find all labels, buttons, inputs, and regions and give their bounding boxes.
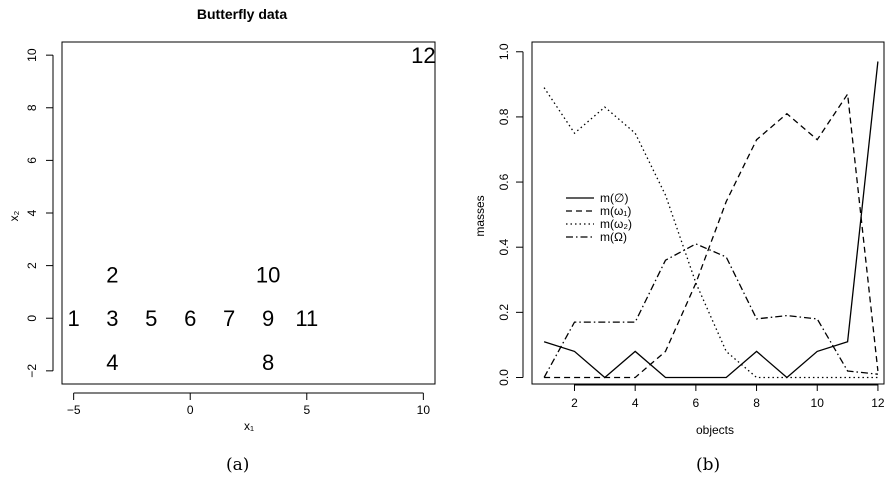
series-line	[543, 243, 878, 378]
series-lines	[543, 61, 879, 379]
x-tick-label: 10	[811, 396, 825, 410]
data-point-label: 8	[262, 350, 274, 375]
y-tick-label: 10	[25, 48, 39, 62]
y-tick-label: 0	[25, 315, 39, 322]
plot-area	[61, 41, 436, 385]
x-tick-label: 4	[632, 396, 639, 410]
series-line	[544, 92, 879, 379]
data-point-label: 10	[256, 262, 280, 287]
legend-label: m(ω₁)	[600, 204, 631, 218]
caption-b: (b)	[696, 455, 721, 475]
legend-label: m(Ω)	[600, 230, 627, 244]
x-axis-label: x₁	[244, 419, 254, 433]
x-tick-label: 6	[693, 396, 700, 410]
y-tick-label: 4	[25, 209, 39, 216]
x-axis: −5 0 5 10	[67, 392, 431, 417]
data-point-label: 5	[145, 306, 157, 331]
x-tick-label: 5	[303, 403, 310, 417]
y-tick-label: 0.0	[497, 369, 511, 386]
caption-a: (a)	[226, 455, 250, 475]
y-tick-label: −2	[25, 364, 39, 378]
data-point-label: 2	[106, 262, 118, 287]
x-axis: 2 4 6 8 10 12	[571, 384, 885, 410]
y-tick-label: 6	[25, 157, 39, 164]
series-line	[543, 87, 878, 379]
x-tick-label: 8	[753, 396, 760, 410]
y-axis: −2 0 2 4 6 8 10	[25, 48, 54, 378]
y-tick-label: 0.4	[497, 239, 511, 256]
line-panel: 2 4 6 8 10 12 0.0 0.2 0.4 0.6 0.8 1.0 m(∅)m(ω₁)m(ω…	[473, 41, 885, 437]
data-point-label: 3	[106, 306, 118, 331]
data-point-label: 4	[106, 350, 118, 375]
data-point-label: 12	[411, 43, 435, 68]
plot-area	[531, 41, 885, 385]
data-point-label: 11	[295, 306, 318, 331]
x-tick-label: 0	[187, 403, 194, 417]
x-tick-label: 12	[871, 396, 885, 410]
x-axis-label: objects	[696, 423, 734, 437]
y-axis-label: x₂	[7, 210, 21, 221]
x-tick-label: 2	[571, 396, 578, 410]
y-tick-label: 8	[25, 104, 39, 111]
y-axis-label: masses	[473, 195, 487, 236]
y-tick-label: 2	[25, 262, 39, 269]
y-tick-label: 0.6	[497, 173, 511, 190]
data-point-label: 6	[184, 306, 196, 331]
legend-label: m(ω₂)	[600, 217, 632, 231]
y-axis: 0.0 0.2 0.4 0.6 0.8 1.0	[497, 43, 524, 386]
data-point-label: 9	[262, 306, 274, 331]
x-tick-label: 10	[417, 403, 431, 417]
chart-title: Butterfly data	[197, 6, 287, 22]
legend-label: m(∅)	[600, 191, 628, 205]
series-line	[543, 61, 879, 379]
y-tick-label: 0.2	[497, 304, 511, 321]
data-point-label: 7	[223, 306, 235, 331]
data-point-label: 1	[68, 306, 80, 331]
x-tick-label: −5	[67, 403, 81, 417]
y-tick-label: 0.8	[497, 108, 511, 125]
legend: m(∅)m(ω₁)m(ω₂)m(Ω)	[566, 191, 632, 244]
y-tick-label: 1.0	[497, 43, 511, 60]
